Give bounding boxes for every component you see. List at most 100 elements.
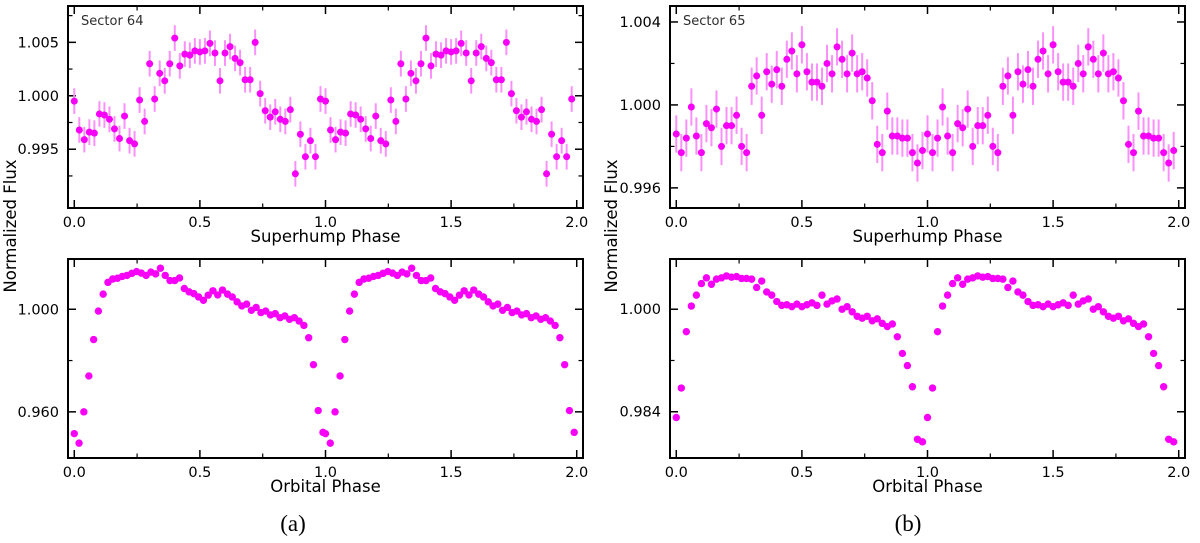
data-point	[1114, 312, 1123, 320]
data-point	[507, 90, 515, 98]
data-point	[412, 271, 421, 280]
data-point	[938, 302, 947, 310]
data-point	[702, 120, 710, 128]
data-point	[1084, 295, 1092, 303]
data-point	[1149, 349, 1158, 358]
data-point	[1079, 70, 1087, 78]
data-point	[372, 112, 380, 120]
x-tick-label: 0.0	[63, 465, 86, 481]
data-point	[314, 406, 322, 415]
data-point	[301, 153, 309, 161]
data-point	[326, 439, 334, 447]
data-point	[556, 334, 564, 342]
data-point	[687, 103, 695, 111]
data-point	[994, 149, 1002, 157]
data-point	[928, 384, 937, 392]
data-point	[161, 77, 169, 85]
data-point	[954, 120, 962, 128]
data-point	[964, 105, 972, 113]
data-point	[246, 76, 254, 84]
data-point	[94, 307, 103, 315]
data-point	[1034, 55, 1042, 63]
data-point	[1124, 315, 1133, 323]
data-point	[211, 49, 219, 57]
data-point	[1019, 80, 1027, 88]
data-point	[321, 429, 330, 438]
data-point	[1139, 320, 1148, 328]
data-point	[551, 321, 559, 330]
x-tick-label: 2.0	[1167, 465, 1190, 481]
data-point	[332, 136, 340, 144]
data-point	[261, 107, 269, 115]
data-point	[538, 106, 546, 114]
data-point	[1165, 159, 1173, 167]
data-point	[327, 126, 335, 134]
data-point	[1099, 308, 1108, 316]
data-point	[943, 291, 952, 299]
data-point	[296, 130, 304, 138]
data-point	[833, 43, 841, 51]
data-point	[718, 142, 725, 150]
data-point	[672, 130, 680, 138]
x-tick-label: 0.5	[188, 465, 211, 481]
data-point	[1130, 149, 1137, 157]
data-point	[707, 280, 716, 288]
data-point	[908, 383, 917, 391]
data-point	[171, 34, 179, 42]
data-point	[156, 69, 164, 77]
data-point	[697, 149, 705, 157]
data-point	[472, 49, 480, 57]
x-tick-label: 1.5	[1042, 215, 1065, 231]
data-point	[437, 51, 445, 59]
data-point	[251, 38, 259, 46]
chart-sector64-orbital: 0.0 0.5 1.0 1.5 2.0 0.960 1.000 Orbital Phase	[17, 258, 588, 496]
data-point	[1064, 301, 1072, 310]
x-tick-label: 0.0	[63, 215, 86, 231]
data-point	[271, 108, 279, 116]
data-point	[457, 39, 465, 47]
data-point	[953, 274, 962, 282]
data-point	[969, 142, 977, 150]
data-point	[462, 49, 470, 57]
y-tick-label: 1.000	[17, 89, 59, 105]
data-point	[848, 49, 856, 57]
data-point	[85, 372, 93, 380]
y-tick-label: 1.004	[619, 15, 661, 31]
data-point	[156, 264, 165, 272]
ticks	[670, 6, 1185, 208]
data-point	[974, 122, 982, 130]
data-point	[838, 55, 846, 63]
data-point	[161, 271, 169, 280]
data-point	[131, 140, 139, 148]
data-point	[763, 68, 771, 76]
data-point	[242, 300, 251, 308]
data-point	[1160, 149, 1168, 157]
data-point	[888, 320, 897, 328]
data-point	[110, 125, 118, 133]
data-point	[944, 132, 952, 140]
data-point	[392, 117, 400, 125]
data-point	[309, 360, 318, 369]
data-point	[1069, 291, 1077, 299]
data-point	[813, 301, 821, 310]
data-point	[80, 408, 88, 416]
data-point	[503, 303, 512, 312]
data-point	[828, 70, 836, 78]
data-points	[672, 272, 1178, 446]
data-point	[903, 361, 912, 370]
x-tick-label: 0.0	[665, 465, 688, 481]
data-point	[477, 43, 485, 51]
data-point	[311, 153, 319, 161]
ticks	[68, 259, 583, 458]
x-tick-label: 2.0	[1167, 215, 1190, 231]
data-point	[898, 349, 907, 358]
data-point	[322, 97, 329, 105]
y-tick-label: 1.000	[619, 98, 661, 114]
data-point	[712, 105, 720, 113]
data-point	[116, 135, 123, 143]
ticks	[670, 259, 1185, 458]
data-point	[99, 290, 107, 298]
data-point	[479, 293, 488, 301]
ticks	[68, 6, 583, 208]
data-point	[350, 290, 359, 298]
